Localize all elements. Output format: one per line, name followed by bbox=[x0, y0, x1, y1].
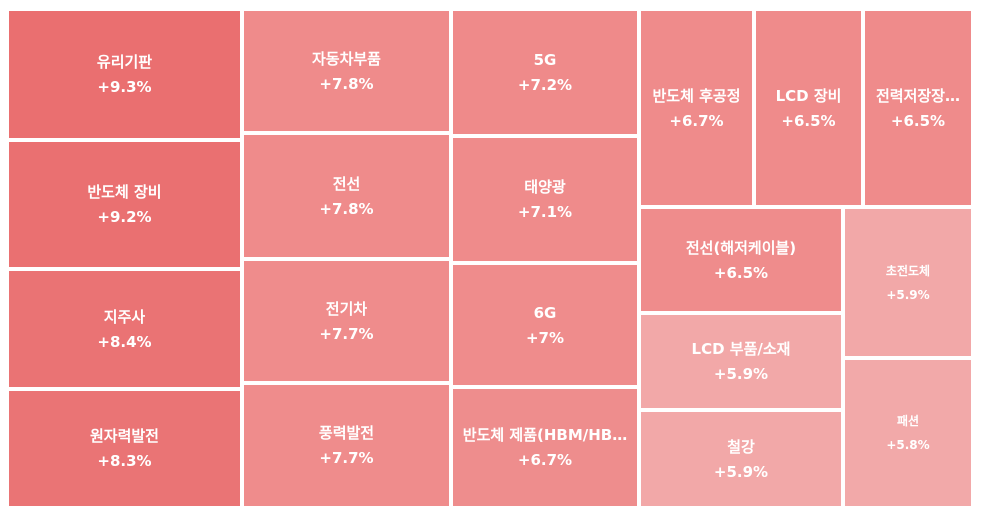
tile-change-value: +6.5% bbox=[890, 111, 946, 130]
treemap-tile[interactable]: 전력저장장… +6.5% bbox=[862, 8, 974, 208]
tile-label: 초전도체 bbox=[885, 263, 931, 278]
tile-label: 전선 bbox=[332, 174, 361, 193]
treemap-tile[interactable]: 5G +7.2% bbox=[450, 8, 640, 137]
treemap-tile[interactable]: 6G +7% bbox=[450, 262, 640, 388]
tile-label: 패션 bbox=[896, 414, 920, 428]
treemap-tile[interactable]: 초전도체 +5.9% bbox=[842, 206, 974, 359]
tile-change-value: +6.7% bbox=[669, 111, 724, 130]
treemap-tile[interactable]: 지주사 +8.4% bbox=[6, 268, 243, 390]
treemap-tile[interactable]: 풍력발전 +7.7% bbox=[241, 382, 452, 509]
tile-change-value: +7.7% bbox=[319, 324, 374, 343]
tile-label: 반도체 제품(HBM/HB… bbox=[462, 426, 628, 444]
tile-label: 자동차부품 bbox=[311, 49, 381, 68]
tile-change-value: +7.1% bbox=[517, 203, 573, 221]
tile-label: 원자력발전 bbox=[89, 427, 159, 445]
tile-change-value: +8.3% bbox=[97, 452, 152, 470]
tile-label: 지주사 bbox=[103, 307, 146, 326]
tile-label: 반도체 장비 bbox=[87, 183, 162, 201]
tile-change-value: +6.7% bbox=[517, 451, 573, 469]
treemap-tile[interactable]: 원자력발전 +8.3% bbox=[6, 388, 243, 509]
tile-label: 태양광 bbox=[524, 178, 566, 196]
tile-change-value: +7.2% bbox=[517, 76, 573, 94]
treemap-tile[interactable]: LCD 부품/소재 +5.9% bbox=[638, 312, 844, 411]
tile-change-value: +7.8% bbox=[319, 199, 374, 218]
tile-label: 전력저장장… bbox=[875, 86, 960, 105]
treemap-tile[interactable]: 전선(해저케이블) +6.5% bbox=[638, 206, 844, 314]
treemap-tile[interactable]: 유리기판 +9.3% bbox=[6, 8, 243, 141]
tile-change-value: +9.3% bbox=[97, 78, 152, 96]
tile-change-value: +6.5% bbox=[781, 111, 836, 130]
tile-change-value: +7.7% bbox=[319, 449, 374, 467]
treemap-tile[interactable]: 전선 +7.8% bbox=[241, 132, 452, 260]
treemap-tile[interactable]: LCD 장비 +6.5% bbox=[753, 8, 864, 208]
tile-change-value: +7.8% bbox=[319, 74, 374, 93]
tile-change-value: +8.4% bbox=[97, 332, 152, 351]
treemap-tile[interactable]: 반도체 후공정 +6.7% bbox=[638, 8, 755, 208]
treemap-tile[interactable]: 패션 +5.8% bbox=[842, 357, 974, 509]
tile-label: LCD 부품/소재 bbox=[691, 340, 791, 358]
treemap-tile[interactable]: 철강 +5.9% bbox=[638, 409, 844, 509]
tile-change-value: +5.9% bbox=[886, 287, 930, 302]
tile-label: 풍력발전 bbox=[318, 424, 375, 442]
tile-change-value: +5.8% bbox=[886, 438, 930, 452]
tile-change-value: +5.9% bbox=[713, 462, 769, 481]
treemap-tile[interactable]: 반도체 제품(HBM/HB… +6.7% bbox=[450, 386, 640, 509]
tile-change-value: +6.5% bbox=[713, 263, 769, 282]
tile-change-value: +9.2% bbox=[97, 208, 152, 226]
tile-label: 유리기판 bbox=[96, 53, 153, 71]
treemap-tile[interactable]: 태양광 +7.1% bbox=[450, 135, 640, 264]
treemap-tile[interactable]: 자동차부품 +7.8% bbox=[241, 8, 452, 134]
tile-change-value: +5.9% bbox=[713, 365, 769, 383]
treemap-tile[interactable]: 반도체 장비 +9.2% bbox=[6, 139, 243, 270]
treemap-tile[interactable]: 전기차 +7.7% bbox=[241, 258, 452, 384]
tile-label: 반도체 후공정 bbox=[652, 86, 741, 105]
tile-label: 전기차 bbox=[325, 299, 368, 318]
tile-label: 전선(해저케이블) bbox=[685, 238, 797, 257]
tile-label: 5G bbox=[533, 51, 557, 69]
tile-label: LCD 장비 bbox=[775, 86, 842, 105]
tile-label: 철강 bbox=[727, 437, 755, 456]
tile-label: 6G bbox=[533, 303, 557, 322]
tile-change-value: +7% bbox=[525, 328, 565, 347]
